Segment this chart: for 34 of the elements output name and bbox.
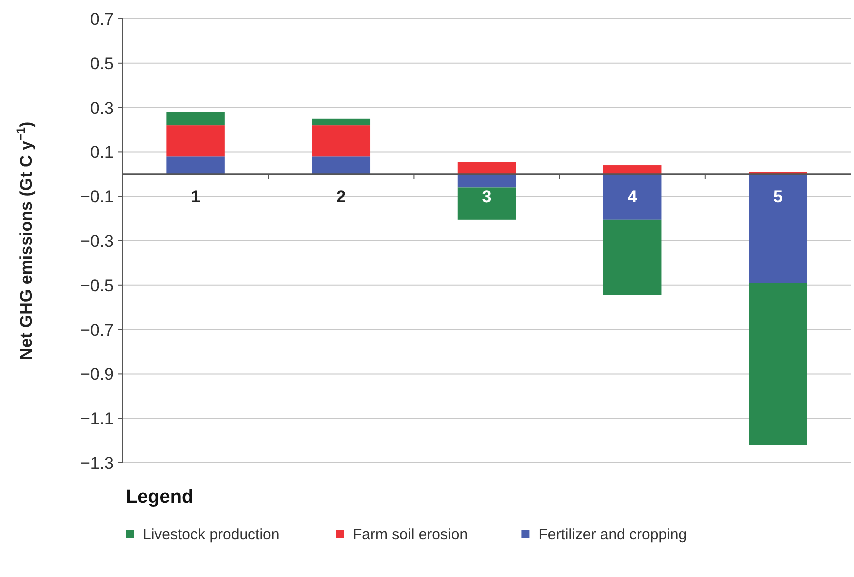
bar (458, 174, 516, 188)
x-tick-label: 5 (773, 188, 783, 207)
y-tick-label: 0.7 (90, 10, 114, 29)
y-tick-label: −1.1 (80, 410, 114, 429)
x-tick-label: 4 (628, 188, 638, 207)
y-tick-label: 0.5 (90, 54, 114, 74)
legend-label: Livestock production (143, 526, 280, 544)
bar (603, 166, 662, 174)
bar (166, 156, 225, 174)
bar (458, 162, 516, 174)
y-tick-label: −0.9 (80, 365, 114, 384)
y-tick-label: −0.7 (80, 320, 114, 340)
bar (312, 118, 371, 126)
x-tick-label: 3 (482, 188, 492, 207)
x-tick-label: 1 (191, 188, 201, 207)
bar (603, 220, 662, 296)
legend-label: Farm soil erosion (353, 526, 468, 544)
bar (166, 112, 225, 126)
x-tick-label: 2 (336, 188, 346, 207)
bar (603, 174, 662, 220)
y-tick-label: −0.3 (80, 232, 114, 251)
y-tick-label: −1.3 (80, 454, 114, 473)
bar (312, 126, 371, 157)
legend-title: Legend (126, 487, 194, 508)
y-tick-label: −0.5 (80, 276, 114, 296)
bar (458, 188, 516, 220)
y-tick-label: 0.1 (90, 143, 114, 162)
bar (166, 126, 225, 157)
y-tick-label: −0.1 (80, 188, 114, 207)
legend-label: Fertilizer and cropping (538, 526, 688, 544)
bar (312, 156, 371, 174)
bar (749, 283, 808, 446)
y-tick-label: 0.3 (90, 98, 114, 118)
bar (749, 174, 808, 284)
